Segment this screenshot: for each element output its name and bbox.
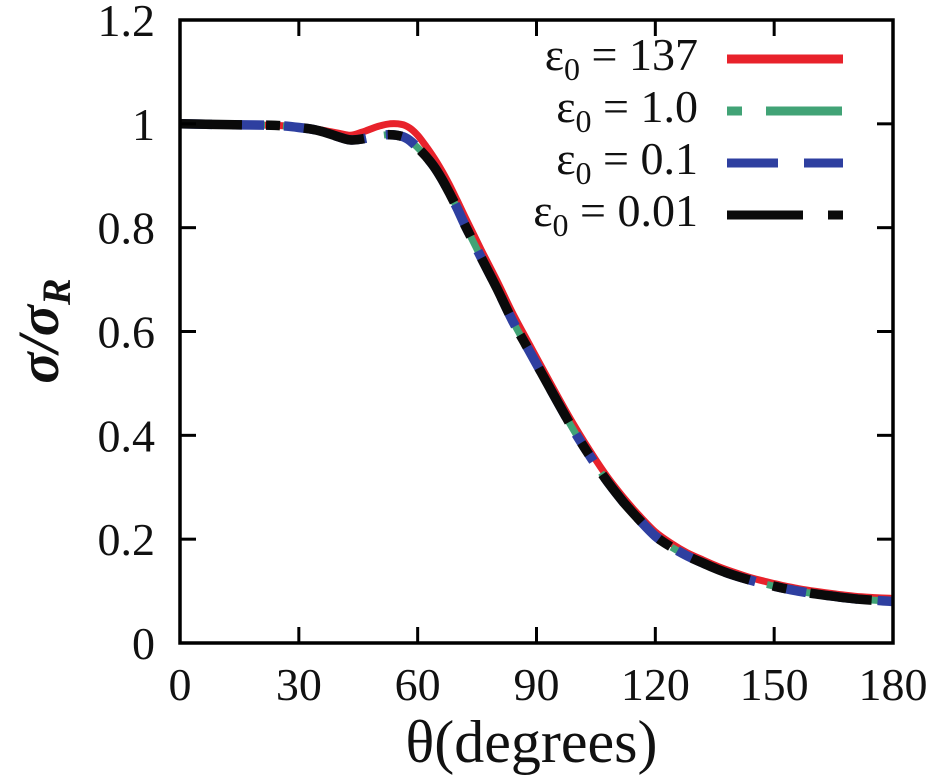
y-axis-label: σ/σR — [6, 278, 79, 383]
x-tick-label: 30 — [276, 659, 322, 710]
y-tick-label: 1 — [132, 99, 155, 150]
curve-eps0-0.01 — [179, 119, 894, 607]
x-tick-label: 90 — [514, 659, 560, 710]
x-axis-label: θ(degrees) — [406, 709, 658, 775]
x-tick-label: 120 — [621, 659, 690, 710]
legend-label-eps0-0.1: ε0 = 0.1 — [556, 133, 698, 191]
legend-label-eps0-1.0: ε0 = 1.0 — [556, 81, 698, 139]
y-tick-label: 0.8 — [98, 203, 156, 254]
legend-label-eps0-0.01: ε0 = 0.01 — [533, 185, 698, 243]
y-tick-label: 0.6 — [98, 307, 156, 358]
y-tick-label: 0 — [132, 618, 155, 669]
x-tick-label: 0 — [169, 659, 192, 710]
x-tick-label: 60 — [395, 659, 441, 710]
x-tick-label: 150 — [740, 659, 809, 710]
legend-label-eps0-137: ε0 = 137 — [545, 29, 698, 87]
y-tick-label: 0.4 — [98, 410, 156, 461]
y-tick-label: 0.2 — [98, 514, 156, 565]
x-tick-label: 180 — [859, 659, 928, 710]
y-tick-label: 1.2 — [98, 0, 156, 46]
